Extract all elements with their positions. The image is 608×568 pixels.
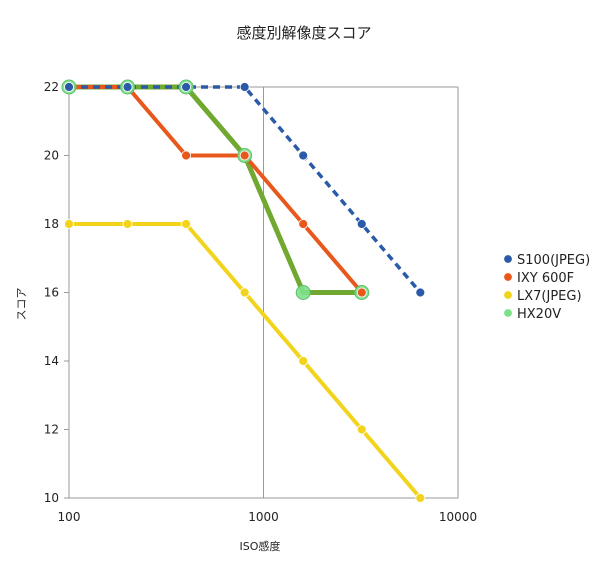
data-point-0 xyxy=(122,82,133,92)
data-point-2 xyxy=(298,356,309,366)
legend-marker xyxy=(503,308,513,318)
data-point-1 xyxy=(239,150,250,161)
data-point-1 xyxy=(356,287,367,298)
data-point-2 xyxy=(122,219,133,229)
data-point-0 xyxy=(298,150,309,161)
y-tick-label: 20 xyxy=(44,149,59,163)
legend-marker xyxy=(503,254,513,264)
data-point-0 xyxy=(356,219,367,229)
data-point-2 xyxy=(356,424,367,435)
y-tick-label: 18 xyxy=(44,217,59,231)
legend-label: LX7(JPEG) xyxy=(517,289,582,304)
legend-marker xyxy=(503,272,513,282)
legend-marker xyxy=(503,290,513,300)
legend-label: S100(JPEG) xyxy=(517,253,590,268)
data-point-2 xyxy=(239,287,250,298)
y-tick-label: 12 xyxy=(44,423,59,437)
data-point-0 xyxy=(415,287,426,298)
x-tick-label: 10000 xyxy=(439,510,477,524)
x-axis-label: ISO感度 xyxy=(240,539,281,553)
data-point-2 xyxy=(181,219,192,229)
legend-label: IXY 600F xyxy=(517,271,574,286)
data-point-3 xyxy=(295,285,311,300)
series-line-3 xyxy=(66,84,365,295)
y-axis-label: スコア xyxy=(15,288,28,321)
data-point-2 xyxy=(415,493,426,503)
x-tick-label: 100 xyxy=(58,510,81,524)
series-line-2 xyxy=(67,222,423,500)
y-tick-label: 10 xyxy=(44,491,59,505)
x-tick-label: 1000 xyxy=(248,510,279,524)
chart-title: 感度別解像度スコア xyxy=(236,24,371,42)
data-point-0 xyxy=(181,82,192,92)
y-tick-label: 22 xyxy=(44,80,59,94)
data-point-0 xyxy=(64,82,74,92)
legend-label: HX20V xyxy=(517,307,561,322)
y-tick-label: 14 xyxy=(44,354,59,368)
data-point-2 xyxy=(64,219,74,229)
y-tick-label: 16 xyxy=(44,286,59,300)
series-line-0 xyxy=(69,85,422,294)
data-point-1 xyxy=(298,219,309,229)
data-point-0 xyxy=(239,82,250,92)
data-point-1 xyxy=(181,150,192,161)
